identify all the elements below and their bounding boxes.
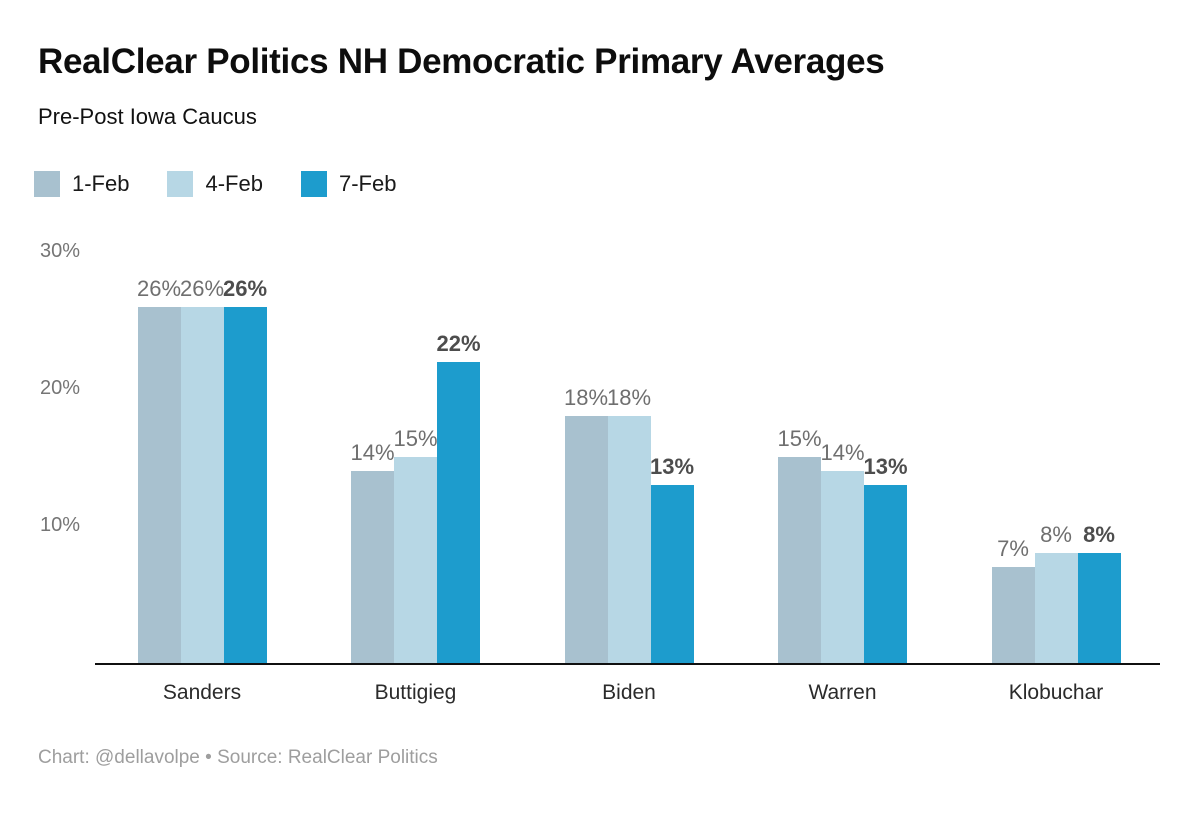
legend-label: 4-Feb — [205, 171, 263, 196]
legend-label: 1-Feb — [72, 171, 130, 196]
chart-title: RealClear Politics NH Democratic Primary… — [38, 42, 885, 81]
plot-area: 26% 26% 26% 14% 15% 22% 18% 18% 13% 15% 14% 13% 7% 8%… — [95, 230, 1160, 665]
y-axis-tick-label: 10% — [40, 513, 81, 536]
y-axis-tick-label: 30% — [40, 239, 81, 262]
legend-label: 7-Feb — [338, 171, 397, 196]
category-label-Biden: Biden — [602, 681, 656, 704]
bar-Klobuchar-1-Feb — [991, 567, 1035, 663]
y-axis-tick-label: 20% — [40, 376, 81, 399]
legend-item-4-Feb: 4-Feb — [167, 171, 263, 197]
bar-value-label: 8% — [1083, 522, 1115, 548]
bar-value-label: 15% — [777, 426, 822, 452]
bar-value-label: 18% — [606, 385, 652, 411]
category-label-Sanders: Sanders — [162, 681, 242, 704]
bar-Warren-7-Feb — [864, 484, 907, 663]
bar-value-label: 26% — [136, 275, 182, 301]
bar-Buttigieg-1-Feb — [351, 471, 394, 663]
y-axis-ticks: 10% 20% 30% — [40, 230, 95, 663]
bar-value-label: 18% — [563, 385, 609, 411]
bar-value-label: 26% — [222, 275, 268, 301]
bar-value-label: 26% — [179, 275, 225, 301]
bar-Buttigieg-7-Feb — [437, 361, 480, 663]
footer-credit: Chart: @dellavolpe • Source: RealClear P… — [38, 747, 438, 768]
bar-value-label: 22% — [436, 330, 481, 356]
chart-subtitle: Pre-Post Iowa Caucus — [38, 104, 257, 129]
bar-Buttigieg-4-Feb — [394, 457, 437, 663]
legend-item-7-Feb: 7-Feb — [300, 171, 397, 197]
x-axis-category-labels: Sanders Buttigieg Biden Warren Klobuchar — [95, 681, 1160, 711]
legend-swatch-icon — [167, 171, 194, 197]
bar-Biden-1-Feb — [564, 416, 608, 663]
legend-swatch-icon — [34, 171, 60, 197]
bar-Sanders-7-Feb — [223, 306, 267, 663]
bar-value-label: 8% — [1040, 522, 1072, 548]
category-label-Warren: Warren — [808, 681, 877, 704]
legend: 1-Feb 4-Feb 7-Feb — [34, 171, 396, 197]
bar-Sanders-4-Feb — [180, 306, 224, 663]
legend-swatch-icon — [300, 171, 327, 197]
bar-Sanders-1-Feb — [137, 306, 181, 663]
bar-Warren-1-Feb — [778, 457, 821, 663]
legend-item-1-Feb: 1-Feb — [34, 171, 129, 197]
bar-Warren-4-Feb — [821, 471, 864, 663]
category-label-Buttigieg: Buttigieg — [374, 681, 457, 704]
category-label-Klobuchar: Klobuchar — [1008, 681, 1104, 704]
bar-Biden-7-Feb — [650, 484, 694, 663]
bar-Biden-4-Feb — [607, 416, 651, 663]
bar-Klobuchar-7-Feb — [1077, 553, 1121, 663]
bar-Klobuchar-4-Feb — [1034, 553, 1078, 663]
